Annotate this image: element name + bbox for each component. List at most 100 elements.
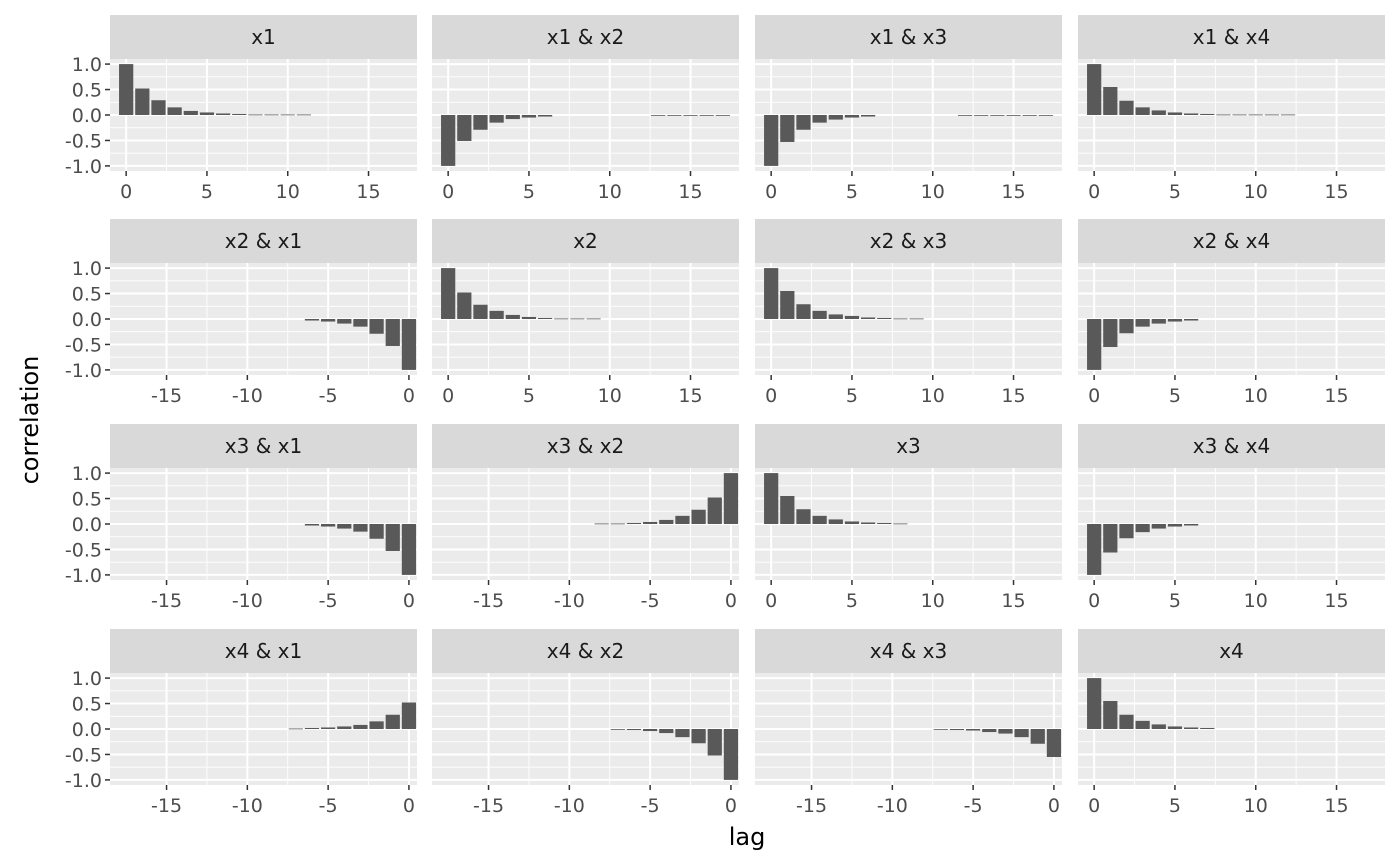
bar	[183, 110, 198, 115]
bar	[199, 112, 215, 115]
x-tick-label: 5	[846, 181, 858, 203]
bar	[949, 729, 965, 731]
bar	[401, 524, 417, 575]
x-tick-label: 10	[598, 181, 622, 203]
x-tick-label: 0	[442, 385, 454, 407]
bar	[321, 319, 336, 322]
bar	[643, 521, 658, 524]
panel-strip	[110, 424, 417, 468]
bar	[505, 314, 520, 319]
bar	[626, 729, 642, 731]
x-tick-label: 5	[523, 385, 535, 407]
x-tick-label: 15	[1324, 590, 1348, 612]
bar	[651, 115, 666, 116]
bar	[1183, 727, 1199, 729]
bar	[780, 496, 795, 524]
panel-strip	[1078, 629, 1385, 673]
bar	[860, 115, 876, 117]
bar	[691, 729, 706, 744]
x-tick-label: 15	[1001, 181, 1025, 203]
bar	[369, 524, 384, 539]
bar	[337, 319, 352, 324]
x-tick-label: 15	[1324, 385, 1348, 407]
panel-11: x3 & x4 0 5 10 15	[1078, 424, 1385, 612]
bar	[1087, 678, 1102, 729]
bar	[321, 524, 336, 527]
bar	[304, 319, 320, 321]
bar	[1022, 115, 1037, 116]
x-tick-label: -10	[554, 590, 585, 612]
bar	[812, 515, 827, 524]
panel-title: x1 & x2	[547, 25, 624, 49]
x-tick-label: -5	[319, 590, 338, 612]
panel-strip	[1078, 219, 1385, 263]
bar	[135, 88, 150, 115]
bar	[1087, 319, 1102, 370]
bar	[796, 115, 811, 130]
bar	[1006, 115, 1021, 116]
panel-title: x2 & x3	[870, 229, 947, 253]
bar	[877, 522, 892, 524]
bar	[812, 310, 827, 319]
bar	[1119, 524, 1134, 539]
panel-title: x1 & x4	[1193, 25, 1270, 49]
bar	[715, 115, 730, 116]
bar	[594, 523, 609, 525]
bar	[1167, 726, 1183, 729]
panel-strip	[755, 629, 1062, 673]
bar	[812, 115, 827, 123]
y-tick-label: -1.0	[65, 156, 102, 178]
bar	[860, 522, 876, 524]
panel-title: x2 & x1	[225, 229, 302, 253]
bar	[385, 524, 400, 551]
bar	[1087, 64, 1102, 115]
y-tick-label: -0.5	[65, 744, 102, 766]
bar	[764, 115, 779, 166]
panel-strip	[110, 219, 417, 263]
bar	[337, 726, 352, 729]
x-tick-label: 5	[523, 181, 535, 203]
bar	[457, 115, 472, 141]
panel-1: x1 & x2 0 5 10 15	[432, 15, 739, 203]
panel-strip	[432, 219, 739, 263]
bar	[707, 729, 722, 756]
bar	[1200, 727, 1215, 729]
panel-14: x4 & x3 -15 -10 -5 0	[755, 629, 1062, 817]
x-tick-label: 0	[1088, 181, 1100, 203]
bar	[796, 509, 811, 524]
x-tick-label: 10	[921, 181, 945, 203]
bar	[1119, 100, 1134, 115]
bar	[1119, 714, 1134, 729]
panel-title: x2	[573, 229, 598, 253]
x-tick-label: -10	[232, 795, 263, 817]
bar	[707, 497, 722, 524]
y-tick-label: 0.5	[72, 284, 102, 306]
panel-9: x3 & x2 -15 -10 -5 0	[432, 424, 739, 612]
bar	[521, 316, 537, 319]
x-tick-label: -15	[796, 795, 827, 817]
bar	[554, 318, 569, 320]
bar	[828, 314, 843, 319]
bar	[1167, 112, 1183, 115]
panel-strip	[432, 629, 739, 673]
panel-title: x4	[1219, 639, 1244, 663]
x-tick-label: 0	[120, 181, 132, 203]
panel-strip	[755, 424, 1062, 468]
bar	[441, 115, 456, 166]
y-tick-label: 0.0	[72, 309, 102, 331]
bar	[119, 64, 134, 115]
x-tick-label: 0	[765, 181, 777, 203]
y-tick-label: 1.0	[72, 54, 102, 76]
bar	[570, 318, 585, 320]
bar	[1103, 701, 1118, 729]
y-tick-label: 0.0	[72, 105, 102, 127]
panel-0: x1 -1.0 -0.5 0.0 0.5 1.0 0 5 10 15	[65, 15, 417, 203]
y-tick-label: 1.0	[72, 668, 102, 690]
panel-2: x1 & x3 0 5 10 15	[755, 15, 1062, 203]
bar	[473, 115, 488, 130]
panel-title: x1 & x3	[870, 25, 947, 49]
x-tick-label: 10	[1244, 795, 1268, 817]
panel-title: x1	[251, 25, 276, 49]
panel-title: x3 & x1	[225, 434, 302, 458]
bar	[1038, 115, 1053, 116]
